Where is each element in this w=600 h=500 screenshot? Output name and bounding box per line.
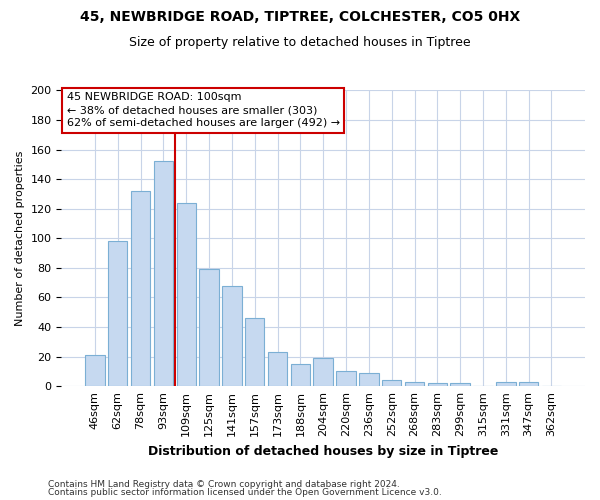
Bar — [519, 382, 538, 386]
Bar — [85, 355, 104, 386]
Y-axis label: Number of detached properties: Number of detached properties — [15, 150, 25, 326]
Bar — [245, 318, 265, 386]
Bar — [290, 364, 310, 386]
Text: 45 NEWBRIDGE ROAD: 100sqm
← 38% of detached houses are smaller (303)
62% of semi: 45 NEWBRIDGE ROAD: 100sqm ← 38% of detac… — [67, 92, 340, 128]
Bar — [222, 286, 242, 386]
Bar — [108, 242, 127, 386]
Bar — [268, 352, 287, 386]
Bar — [451, 383, 470, 386]
Bar — [131, 191, 150, 386]
Bar — [382, 380, 401, 386]
Bar — [496, 382, 515, 386]
Bar — [199, 270, 219, 386]
Text: Contains public sector information licensed under the Open Government Licence v3: Contains public sector information licen… — [48, 488, 442, 497]
Bar — [359, 373, 379, 386]
Text: 45, NEWBRIDGE ROAD, TIPTREE, COLCHESTER, CO5 0HX: 45, NEWBRIDGE ROAD, TIPTREE, COLCHESTER,… — [80, 10, 520, 24]
Bar — [154, 162, 173, 386]
X-axis label: Distribution of detached houses by size in Tiptree: Distribution of detached houses by size … — [148, 444, 499, 458]
Bar — [313, 358, 333, 386]
Bar — [337, 372, 356, 386]
Text: Contains HM Land Registry data © Crown copyright and database right 2024.: Contains HM Land Registry data © Crown c… — [48, 480, 400, 489]
Bar — [176, 203, 196, 386]
Text: Size of property relative to detached houses in Tiptree: Size of property relative to detached ho… — [129, 36, 471, 49]
Bar — [405, 382, 424, 386]
Bar — [428, 383, 447, 386]
